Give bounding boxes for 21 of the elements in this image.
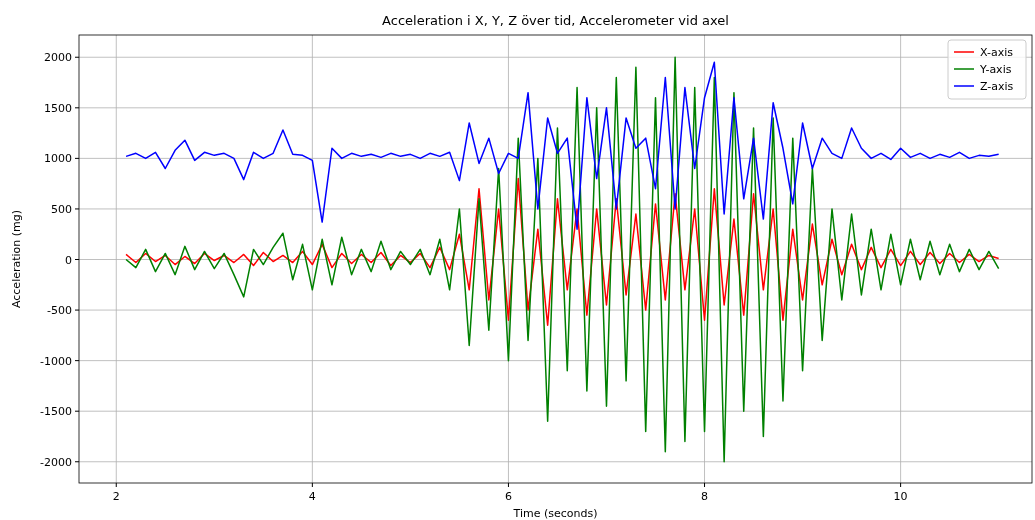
legend-label: Z-axis: [980, 80, 1014, 93]
line-series: [125, 177, 1000, 326]
x-tick-label: 4: [308, 490, 316, 503]
legend-label: X-axis: [980, 46, 1014, 59]
y-tick-label: 500: [51, 202, 72, 216]
x-tick-label: 10: [893, 490, 908, 503]
chart-title: Acceleration i X, Y, Z över tid, Accelerometer vid axel: [382, 13, 729, 28]
x-axis-title: Time (seconds): [512, 507, 598, 520]
y-tick-label: 1000: [44, 152, 72, 166]
x-tick-label: 2: [112, 490, 120, 503]
y-tick-label: -1000: [40, 354, 72, 368]
y-tick-label: -500: [47, 304, 72, 318]
y-tick-label: -1500: [40, 405, 72, 419]
y-tick-label: 0: [65, 253, 72, 267]
legend-label: Y-axis: [979, 63, 1012, 76]
x-tick-label: 6: [504, 490, 512, 503]
y-tick-label: 2000: [44, 51, 72, 65]
y-tick-label: -2000: [40, 455, 72, 469]
y-axis-title: Acceleration (mg): [10, 209, 23, 309]
x-tick-label: 8: [701, 490, 709, 503]
y-tick-label: 1500: [44, 101, 72, 115]
